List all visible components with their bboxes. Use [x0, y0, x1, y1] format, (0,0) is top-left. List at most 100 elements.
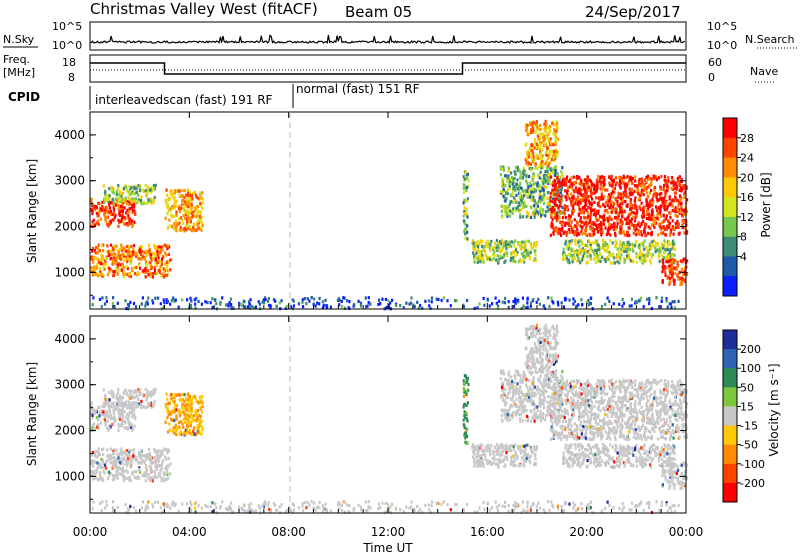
power-echo-cell — [113, 215, 116, 220]
power-echo-cell — [529, 215, 533, 219]
power-echo-cell — [483, 244, 486, 248]
nsky-tick-top: 10^5 — [52, 20, 82, 33]
power-echo-cell — [674, 222, 677, 226]
power-echo-cell — [123, 246, 126, 250]
power-echo-cell — [646, 202, 649, 206]
velocity-echo-cell — [153, 470, 156, 474]
power-echo-cell — [143, 270, 146, 274]
power-echo-cell — [170, 188, 173, 193]
velocity-echo-cell — [122, 390, 126, 394]
power-echo-cell — [670, 263, 673, 267]
power-echo-cell — [526, 123, 529, 127]
power-echo-cell — [594, 211, 597, 215]
velocity-echo-cell — [103, 418, 106, 422]
power-echo-cell — [534, 207, 538, 211]
power-echo-cell — [133, 271, 136, 276]
power-echo-cell — [164, 251, 167, 255]
power-echo-cell — [324, 298, 327, 302]
power-echo-cell — [670, 261, 673, 265]
power-echo-cell — [641, 180, 644, 184]
power-echo-cell — [672, 246, 675, 250]
power-echo-cell — [250, 304, 254, 308]
power-echo-cell — [587, 206, 590, 210]
power-echo-cell — [618, 243, 621, 247]
power-echo-cell — [611, 184, 614, 188]
power-echo-cell — [608, 181, 611, 185]
power-echo-cell — [602, 197, 605, 201]
power-echo-cell — [122, 266, 125, 270]
power-echo-cell — [519, 192, 522, 196]
power-echo-cell — [111, 190, 114, 194]
velocity-echo-cell — [153, 447, 156, 452]
power-echo-cell — [680, 197, 683, 201]
power-echo-cell — [560, 229, 563, 233]
power-echo-cell — [589, 218, 592, 222]
power-echo-cell — [167, 226, 170, 230]
power-echo-cell — [359, 304, 363, 308]
power-echo-cell — [666, 205, 669, 209]
power-echo-cell — [472, 256, 476, 260]
power-echo-cell — [581, 225, 584, 229]
power-echo-cell — [651, 239, 654, 243]
velocity-echo-cell — [501, 450, 504, 454]
power-echo-cell — [104, 210, 108, 214]
velocity-echo-cell — [108, 426, 111, 430]
power-echo-cell — [112, 261, 115, 265]
power-echo-cell — [539, 123, 542, 127]
power-echo-cell — [501, 239, 504, 243]
velocity-echo-cell — [200, 425, 203, 429]
power-echo-cell — [587, 214, 590, 218]
velocity-echo-cell — [124, 420, 127, 424]
power-echo-cell — [195, 228, 198, 232]
power-echo-cell — [632, 223, 635, 228]
velocity-echo-cell — [96, 461, 99, 465]
power-echo-cell — [537, 174, 540, 178]
power-echo-cell — [613, 222, 616, 226]
power-echo-cell — [510, 251, 513, 255]
power-echo-cell — [613, 225, 616, 229]
power-echo-cell — [560, 196, 563, 201]
velocity-echo-cell — [484, 457, 487, 461]
power-echo-cell — [97, 243, 100, 247]
colorbar-tick-label: 24 — [740, 152, 754, 165]
power-echo-cell — [673, 253, 676, 257]
power-echo-cell — [316, 301, 319, 305]
power-echo-cell — [560, 233, 563, 237]
power-echo-cell — [479, 239, 482, 243]
power-echo-cell — [566, 189, 569, 193]
velocity-echo-cell — [153, 455, 156, 459]
power-echo-cell — [557, 232, 560, 236]
velocity-echo-cell — [496, 447, 499, 451]
velocity-echo-cell — [98, 412, 101, 416]
velocity-echo-cell — [91, 408, 94, 412]
power-echo-cell — [566, 254, 569, 259]
power-echo-cell — [114, 269, 117, 273]
power-echo-cell — [636, 186, 639, 190]
power-echo-cell — [619, 192, 622, 196]
power-echo-cell — [137, 193, 140, 197]
power-echo-cell — [99, 217, 103, 221]
power-echo-cell — [572, 253, 575, 257]
power-echo-cell — [622, 174, 625, 178]
power-echo-cell — [519, 195, 522, 199]
power-echo-cell — [94, 272, 97, 276]
power-echo-cell — [668, 268, 671, 272]
velocity-echo-cell — [183, 400, 186, 404]
power-echo-cell — [585, 191, 588, 195]
power-echo-cell — [90, 197, 93, 201]
power-echo-cell — [553, 181, 556, 185]
power-echo-cell — [247, 299, 250, 303]
velocity-echo-cell — [153, 391, 156, 395]
power-echo-cell — [91, 249, 94, 253]
power-echo-cell — [523, 194, 526, 198]
power-echo-cell — [557, 180, 560, 184]
velocity-echo-cell — [97, 452, 100, 456]
power-echo-cell — [189, 225, 192, 229]
power-echo-cell — [367, 300, 370, 305]
power-echo-cell — [646, 231, 649, 235]
power-echo-cell — [548, 203, 551, 207]
power-echo-cell — [144, 183, 147, 188]
power-echo-cell — [536, 166, 539, 170]
velocity-echo-cell — [464, 375, 468, 379]
power-echo-cell — [554, 182, 557, 186]
